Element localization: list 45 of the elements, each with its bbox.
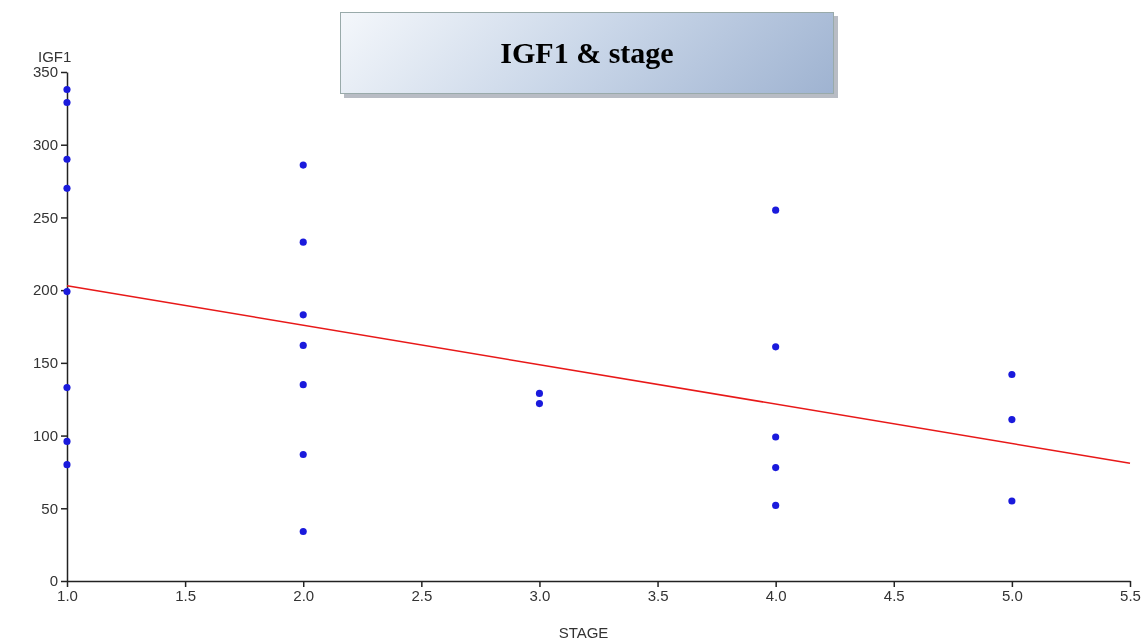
x-tick-label: 4.5 — [883, 586, 905, 604]
point — [772, 343, 780, 351]
y-tick-label: 250 — [32, 208, 58, 226]
y-tick-label: 100 — [32, 426, 58, 444]
x-tick-label: 5.5 — [1120, 586, 1141, 604]
x-tick-label: 1.5 — [175, 586, 197, 604]
y-tick-label: 300 — [32, 136, 58, 154]
point — [772, 501, 780, 509]
point — [299, 527, 307, 536]
point — [772, 433, 780, 441]
y-tick-label: 150 — [32, 354, 58, 372]
x-tick-label: 5.0 — [1001, 586, 1023, 604]
point — [772, 464, 780, 472]
x-tick-label: 3.5 — [647, 586, 669, 604]
x-axis-title: STAGE — [558, 624, 609, 641]
y-axis-title: IGF1 — [38, 48, 72, 65]
point — [299, 161, 307, 169]
y-tick-label: 350 — [32, 63, 58, 81]
point — [299, 450, 307, 459]
point — [535, 400, 544, 408]
point — [63, 461, 71, 469]
point — [299, 381, 307, 389]
y-tick-label: 200 — [32, 281, 58, 299]
point — [1008, 416, 1016, 424]
x-tick-label: 1.0 — [57, 586, 78, 604]
x-tick-label: 2.0 — [293, 586, 315, 604]
x-tick-label: 2.5 — [411, 586, 433, 604]
point — [63, 384, 71, 392]
point — [299, 238, 307, 246]
point — [1008, 497, 1016, 505]
point — [63, 288, 71, 296]
x-tick-label: 3.0 — [529, 586, 551, 604]
point — [772, 206, 780, 214]
point — [535, 389, 544, 397]
point — [299, 311, 307, 319]
x-tick-label: 4.0 — [765, 586, 787, 604]
point — [1008, 370, 1016, 379]
point — [63, 98, 71, 107]
point — [63, 184, 71, 192]
y-tick-label: 50 — [41, 499, 58, 517]
point — [63, 85, 71, 94]
point — [63, 155, 71, 163]
y-tick-label: 0 — [49, 572, 58, 590]
point — [299, 341, 307, 349]
point — [63, 437, 71, 445]
